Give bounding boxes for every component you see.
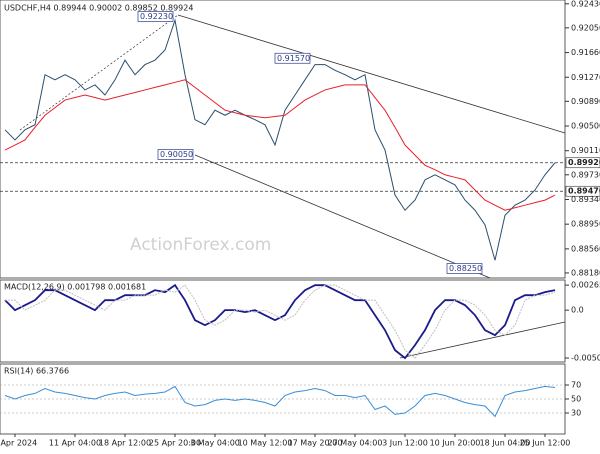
y-tick-label: 0.0 [571,306,584,315]
x-tick-label: 3 Apr 2024 [0,439,37,448]
y-tick-label: 50 [571,395,581,404]
series-line [4,385,556,418]
trend-line [177,14,566,134]
y-tick-label: -0.005078 [571,354,600,363]
panel-title: MACD(12,26,9) 0.001798 0.001681 [4,283,146,292]
x-tick-label: 17 May 20:00 [288,439,343,448]
x-tick-label: 18 Jun 04:00 [480,439,531,448]
annotation-box [157,149,194,160]
annotation-label: 0.92230 [140,12,173,21]
x-tick-label: 3 May 04:00 [190,439,240,448]
trend-line [19,14,179,131]
x-tick-label: 25 Jun 12:00 [520,439,571,448]
x-tick-label: 10 May 12:00 [238,439,293,448]
chart-title: USDCHF,H4 0.89944 0.90002 0.89852 0.8992… [4,4,193,13]
x-tick-label: 25 Apr 20:00 [149,439,201,448]
watermark: ActionForex.com [130,235,271,255]
series-line [4,18,556,261]
series-line [5,284,556,359]
x-tick-label: 27 May 04:00 [328,439,383,448]
series-line [4,79,556,211]
x-tick-label: 18 Apr 12:00 [99,439,151,448]
y-tick-label: 30 [571,409,581,418]
annotation-label: 0.91570 [277,54,310,63]
annotation-box [137,11,174,22]
y-tick-label: 0.002657 [571,281,600,290]
x-tick-label: 3 Jun 12:00 [382,439,428,448]
macd-panel [0,279,566,363]
annotation-label: 0.88250 [449,264,482,273]
trend-line [194,154,491,279]
x-tick-label: 10 Jun 20:00 [430,439,481,448]
y-tick-label: 70 [571,381,581,390]
level-box [565,185,600,197]
series-line [4,283,556,360]
level-box [565,157,600,169]
x-tick-label: 11 Apr 04:00 [49,439,101,448]
panel-title: RSI(14) 66.3766 [4,367,69,376]
price-panel [0,0,566,279]
trend-line [399,321,566,359]
annotation-box [446,263,483,274]
annotation-label: 0.90050 [160,150,193,159]
annotation-box [274,52,311,64]
